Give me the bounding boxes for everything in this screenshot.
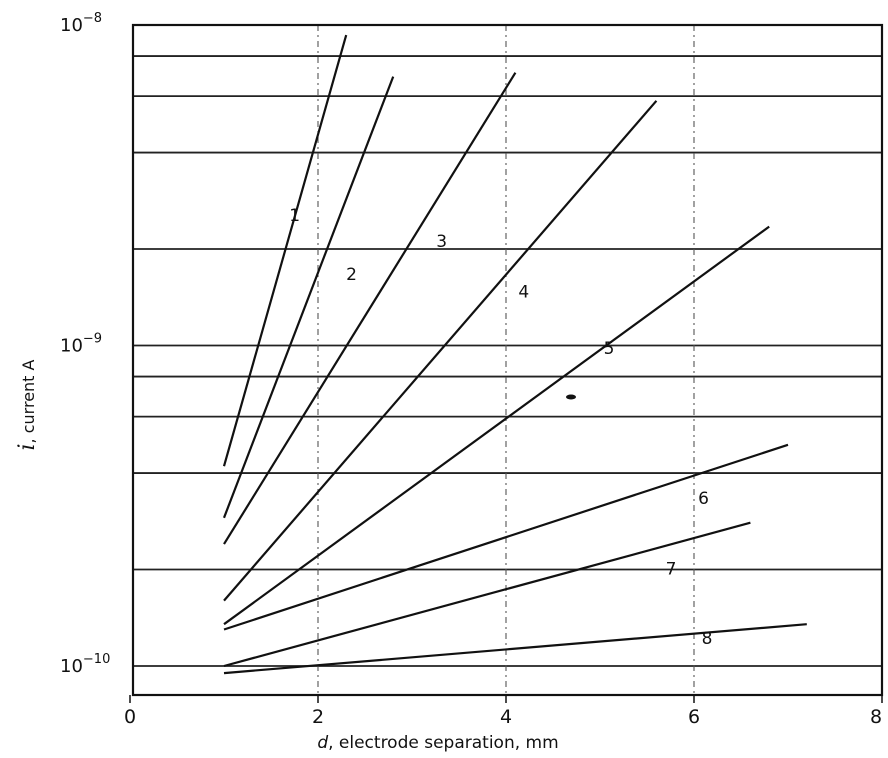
y-tick-base: 10 [60,656,83,677]
series-line-5 [223,225,770,626]
x-tick-label: 8 [870,706,882,728]
y-axis-label: i, current A [15,359,40,450]
x-axis-variable: d [317,733,328,753]
series-line-2 [222,76,395,519]
series-line-1 [222,34,348,467]
x-tick-label: 4 [500,706,512,728]
series-label-6: 6 [698,489,709,509]
series-label-3: 3 [436,232,447,252]
x-tick-label: 6 [688,706,700,728]
series-label-8: 8 [702,629,713,649]
stray-mark [566,394,576,400]
series-line-8 [223,623,807,675]
series-line-6 [223,443,789,631]
series-line-3 [223,72,517,545]
y-axis-label-text: , current A [19,359,38,443]
series-label-2: 2 [346,265,357,285]
series-label-5: 5 [604,339,615,359]
series-line-7 [223,521,751,668]
x-axis-label: d, electrode separation, mm [317,733,558,753]
x-axis-label-text: , electrode separation, mm [328,733,559,753]
series-line-4 [223,100,658,602]
y-tick-exponent: −10 [83,652,110,667]
y-tick-label: 10−9 [60,332,102,357]
y-tick-base: 10 [60,336,83,357]
y-tick-exponent: −9 [83,332,102,347]
y-tick-label: 10−8 [60,11,102,36]
grid [133,25,882,695]
y-tick-label: 10−10 [60,652,110,677]
y-tick-base: 10 [60,15,83,36]
series-label-7: 7 [666,560,677,580]
series-label-4: 4 [518,283,529,303]
series-label-1: 1 [289,206,300,226]
series-lines: 1 2 3 4 5 6 7 8 [222,34,807,675]
y-axis-variable: i [15,443,40,450]
plot-frame [131,23,884,697]
y-tick-exponent: −8 [83,11,102,26]
x-tick-label: 0 [124,706,136,728]
x-tick-label: 2 [312,706,324,728]
